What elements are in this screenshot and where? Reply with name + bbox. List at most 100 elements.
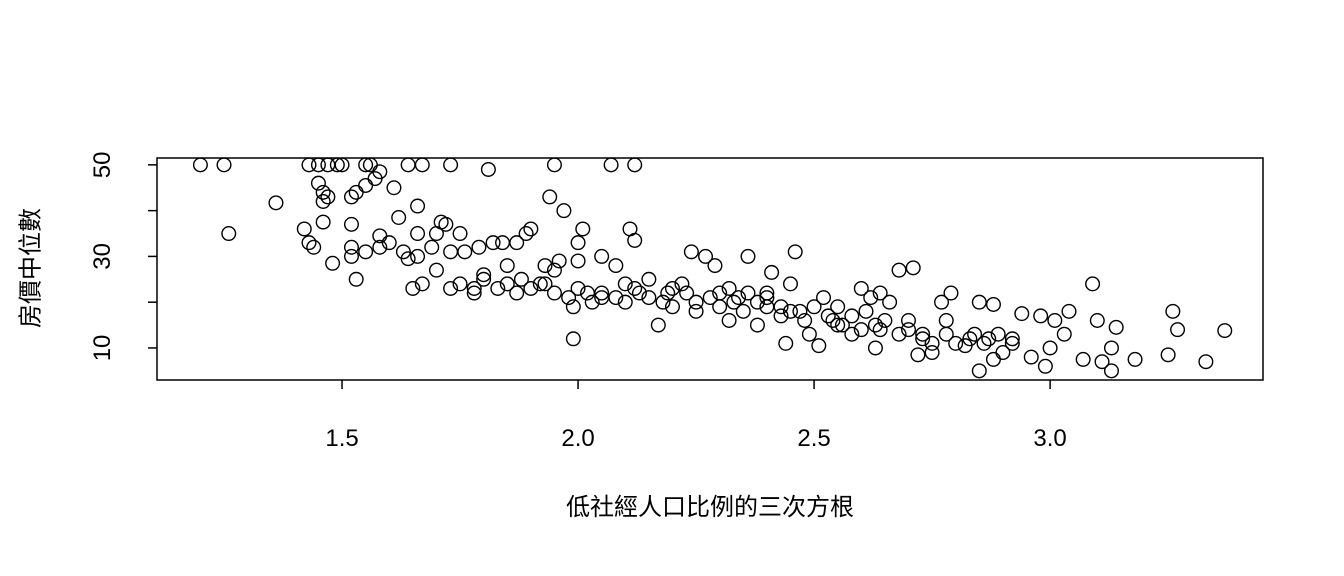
- point: [882, 294, 898, 310]
- point: [801, 326, 817, 342]
- point: [660, 285, 676, 301]
- point: [627, 232, 643, 248]
- point: [948, 335, 964, 351]
- point: [381, 235, 397, 251]
- x-tick-label: 2.5: [797, 425, 830, 452]
- point: [471, 239, 487, 255]
- point: [688, 303, 704, 319]
- point: [343, 239, 359, 255]
- point: [414, 157, 430, 173]
- point: [740, 248, 756, 264]
- point: [570, 280, 586, 296]
- point: [641, 290, 657, 306]
- point: [943, 285, 959, 301]
- point: [650, 317, 666, 333]
- point: [749, 294, 765, 310]
- point: [702, 290, 718, 306]
- point: [721, 280, 737, 296]
- point: [480, 161, 496, 177]
- point: [561, 290, 577, 306]
- point: [348, 271, 364, 287]
- point: [834, 317, 850, 333]
- point: [348, 184, 364, 200]
- point: [900, 322, 916, 338]
- point: [358, 157, 374, 173]
- point: [844, 326, 860, 342]
- point: [1198, 354, 1214, 370]
- point: [1014, 306, 1030, 322]
- point: [759, 299, 775, 315]
- point: [891, 326, 907, 342]
- point: [424, 239, 440, 255]
- point: [1004, 331, 1020, 347]
- point: [1023, 349, 1039, 365]
- point: [910, 347, 926, 363]
- point: [735, 303, 751, 319]
- point: [546, 262, 562, 278]
- y-tick-label: 30: [89, 243, 116, 270]
- point: [400, 157, 416, 173]
- point: [1033, 308, 1049, 324]
- point: [499, 258, 515, 274]
- point: [782, 303, 798, 319]
- point: [315, 184, 331, 200]
- point: [1127, 351, 1143, 367]
- point: [1103, 340, 1119, 356]
- point: [872, 322, 888, 338]
- point: [712, 299, 728, 315]
- point: [664, 299, 680, 315]
- point: [683, 244, 699, 260]
- point: [797, 312, 813, 328]
- point: [749, 317, 765, 333]
- point: [924, 335, 940, 351]
- point: [806, 299, 822, 315]
- point: [551, 253, 567, 269]
- point: [867, 340, 883, 356]
- point: [1042, 340, 1058, 356]
- point: [495, 235, 511, 251]
- point: [1037, 358, 1053, 374]
- point: [664, 280, 680, 296]
- point: [343, 216, 359, 232]
- point: [830, 299, 846, 315]
- point: [570, 235, 586, 251]
- point: [343, 189, 359, 205]
- point: [310, 157, 326, 173]
- point: [891, 262, 907, 278]
- point: [1165, 303, 1181, 319]
- point: [556, 203, 572, 219]
- point: [301, 235, 317, 251]
- point: [995, 345, 1011, 361]
- point: [731, 290, 747, 306]
- point: [452, 226, 468, 242]
- point: [773, 308, 789, 324]
- point: [1004, 335, 1020, 351]
- point: [976, 335, 992, 351]
- point: [443, 280, 459, 296]
- point: [518, 226, 534, 242]
- point: [1085, 276, 1101, 292]
- point: [372, 239, 388, 255]
- point: [310, 175, 326, 191]
- x-tick-label: 1.5: [325, 425, 358, 452]
- point: [565, 331, 581, 347]
- point: [877, 312, 893, 328]
- point: [792, 303, 808, 319]
- point: [688, 294, 704, 310]
- point: [1047, 312, 1063, 328]
- point: [358, 244, 374, 260]
- point: [631, 285, 647, 301]
- point: [938, 312, 954, 328]
- point: [782, 276, 798, 292]
- point: [546, 285, 562, 301]
- point: [457, 244, 473, 260]
- point: [513, 271, 529, 287]
- point: [981, 331, 997, 347]
- point: [499, 276, 515, 292]
- point: [565, 299, 581, 315]
- point: [476, 271, 492, 287]
- point: [537, 276, 553, 292]
- point: [1108, 319, 1124, 335]
- point: [216, 157, 232, 173]
- point: [301, 157, 317, 173]
